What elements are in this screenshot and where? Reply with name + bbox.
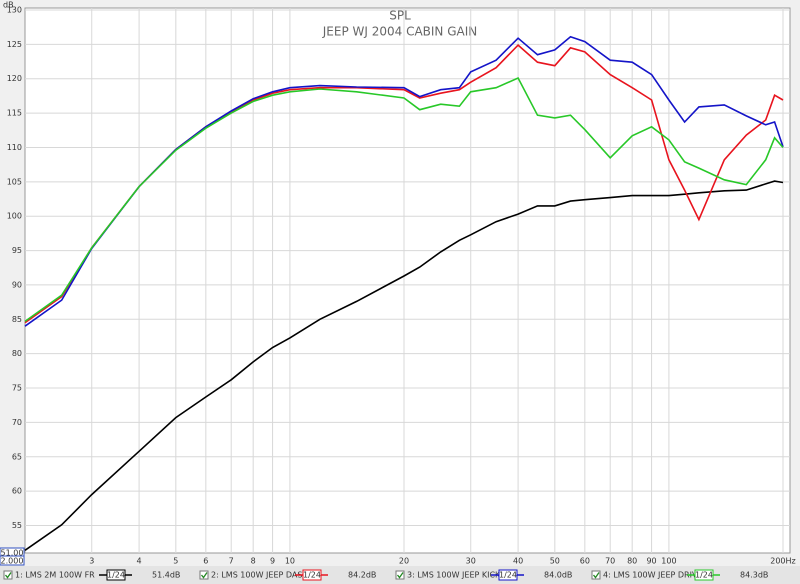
y-tick-label: 80	[12, 349, 22, 358]
legend-checkbox[interactable]	[395, 570, 405, 580]
legend-checkbox[interactable]	[3, 570, 13, 580]
smoothing-box	[302, 569, 322, 581]
series-line	[24, 76, 784, 323]
x-tick-label: 4	[137, 557, 142, 566]
x-tick-label: 80	[627, 557, 637, 566]
y-tick-label: 130	[7, 6, 22, 15]
y-tick-label: 90	[12, 280, 22, 289]
legend-level: 51.4dB	[152, 571, 180, 580]
y-tick-label: 55	[12, 521, 22, 530]
smoothing-box	[694, 569, 714, 581]
x-tick-label: 20	[399, 557, 409, 566]
legend-label: 1: LMS 2M 100W FR	[15, 571, 95, 580]
x-tick-label: 100	[661, 557, 676, 566]
y-tick-label: 105	[7, 177, 22, 186]
x-tick-label: 60	[580, 557, 590, 566]
checkmark	[396, 572, 404, 579]
y-tick-label: 110	[7, 143, 22, 152]
y-tick-label: 125	[7, 40, 22, 49]
plot-area	[24, 7, 791, 554]
smoothing-box	[498, 569, 518, 581]
x-tick-label: 70	[605, 557, 615, 566]
x-tick-label: 50	[550, 557, 560, 566]
chart-subtitle: JEEP WJ 2004 CABIN GAIN	[322, 25, 478, 39]
x-tick-label: 9	[270, 557, 275, 566]
x-tick-label: 5	[173, 557, 178, 566]
legend-level: 84.2dB	[348, 571, 376, 580]
y-tick-label: 70	[12, 418, 22, 427]
legend-label: 4: LMS 100W JEEP DRIVER	[603, 571, 708, 580]
legend-checkbox[interactable]	[591, 570, 601, 580]
smoothing-label: 1/24	[695, 571, 713, 580]
y-tick-label: 51.00	[1, 549, 24, 558]
series-line	[24, 35, 784, 327]
y-tick-label: 115	[7, 109, 22, 118]
axis-limit-box	[0, 555, 25, 566]
chart-title: SPL	[389, 9, 411, 23]
y-tick-label: 85	[12, 315, 22, 324]
y-tick-label: 65	[12, 452, 22, 461]
x-tick-label: 2.000	[1, 557, 24, 566]
legend-label: 2: LMS 100W JEEP DASH	[211, 571, 308, 580]
y-tick-label: 75	[12, 384, 22, 393]
checkmark	[4, 572, 12, 579]
x-tick-label: 30	[466, 557, 476, 566]
x-tick-label: 40	[513, 557, 523, 566]
smoothing-box	[106, 569, 126, 581]
x-tick-label: 6	[203, 557, 208, 566]
checkmark	[592, 572, 600, 579]
y-tick-label: 100	[7, 212, 22, 221]
legend-checkbox[interactable]	[199, 570, 209, 580]
x-tick-label: 3	[89, 557, 94, 566]
y-tick-label: 60	[12, 487, 22, 496]
x-tick-label: 7	[229, 557, 234, 566]
legend-level: 84.0dB	[544, 571, 572, 580]
legend-label: 3: LMS 100W JEEP KICK	[407, 571, 501, 580]
x-tick-label: 8	[251, 557, 256, 566]
x-tick-label: 200Hz	[770, 557, 795, 566]
smoothing-label: 1/24	[499, 571, 517, 580]
smoothing-label: 1/24	[107, 571, 125, 580]
series-line	[24, 180, 784, 551]
y-tick-label: 95	[12, 246, 22, 255]
checkmark	[200, 572, 208, 579]
legend-level: 84.3dB	[740, 571, 768, 580]
y-tick-label: 120	[7, 74, 22, 83]
x-tick-label: 90	[646, 557, 656, 566]
smoothing-label: 1/24	[303, 571, 321, 580]
y-unit: dB	[3, 1, 14, 10]
x-tick-label: 10	[285, 557, 295, 566]
